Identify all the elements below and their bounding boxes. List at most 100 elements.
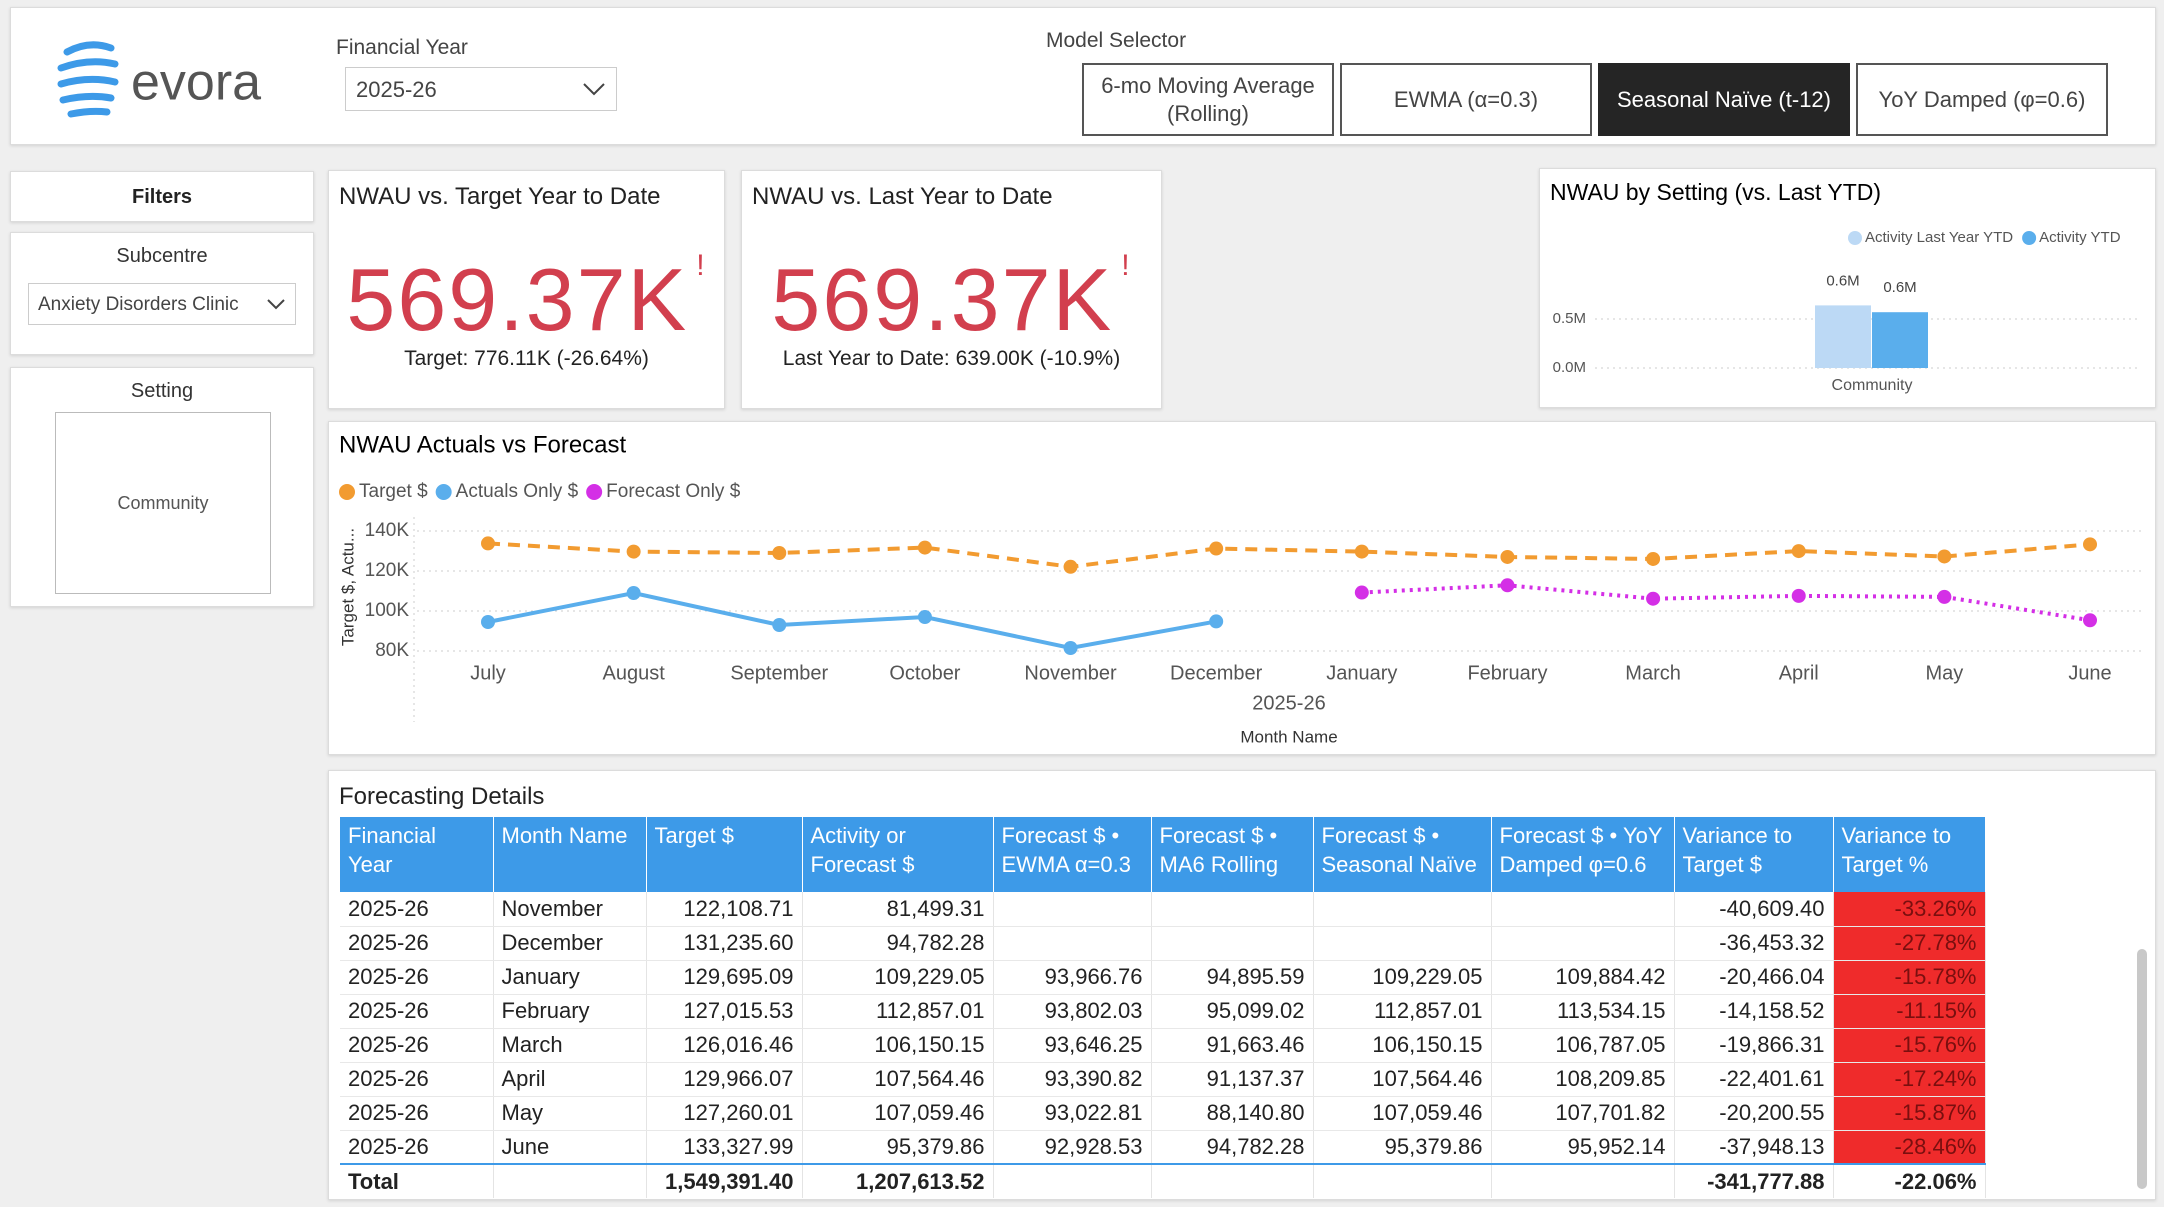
table-cell: -22,401.61 (1674, 1062, 1834, 1097)
table-cell: 107,564.46 (802, 1062, 994, 1097)
model-button[interactable]: YoY Damped (φ=0.6) (1856, 63, 2108, 136)
table-cell: 127,015.53 (646, 994, 803, 1029)
data-point (772, 546, 787, 560)
table-cell: 127,260.01 (646, 1096, 803, 1131)
empty-cell (1313, 892, 1492, 927)
table-cell: 2025-26 (340, 1130, 494, 1165)
column-header: Forecast $ • YoY Damped φ=0.6 (1491, 817, 1675, 892)
data-point (1646, 551, 1661, 566)
table-cell: -14,158.52 (1674, 994, 1834, 1029)
scrollbar[interactable] (2137, 949, 2147, 1189)
table-cell: 107,564.46 (1313, 1062, 1492, 1097)
x-tick-label: July (470, 662, 506, 684)
subcentre-dropdown[interactable]: Anxiety Disorders Clinic (28, 283, 296, 325)
table-cell: November (493, 892, 647, 927)
chevron (583, 83, 605, 96)
forecast-table: Financial Year Month Name Target $ Activity… (340, 817, 1986, 1198)
table-row: 2025-26 February 127,015.53 112,857.01 93,80… (340, 994, 1986, 1029)
table-cell: 106,150.15 (1313, 1028, 1492, 1063)
data-point (1063, 559, 1078, 574)
table-cell: -11.15% (1833, 994, 1986, 1029)
table-cell: 94,782.28 (1151, 1130, 1314, 1165)
table-cell: -19,866.31 (1674, 1028, 1834, 1063)
line-card: NWAU Actuals vs Forecast Target $ Actuals … (328, 421, 2156, 755)
model-button-label: EWMA (α=0.3) (1393, 86, 1539, 112)
table-row: 2025-26 November 122,108.71 81,499.31 -40,60… (340, 892, 1986, 927)
setting-tile[interactable]: Community (55, 412, 271, 594)
data-point (1209, 541, 1224, 556)
table-cell: 95,379.86 (1313, 1130, 1492, 1165)
table-row: 2025-26 April 129,966.07 107,564.46 93,390.8… (340, 1062, 1986, 1097)
table-cell: 93,390.82 (993, 1062, 1152, 1097)
table-row: 2025-26 December 131,235.60 94,782.28 -36,45… (340, 926, 1986, 961)
x-tick-label: May (1925, 662, 1963, 684)
legend-label: Activity YTD (2039, 229, 2121, 246)
legend-label: Forecast Only $ (606, 481, 741, 502)
data-point (2083, 537, 2097, 552)
data-point (1937, 589, 1952, 604)
empty-cell (1491, 926, 1675, 961)
legend-swatch (435, 484, 452, 500)
table-cell: 109,229.05 (1313, 960, 1492, 995)
table-cell: 107,059.46 (1313, 1096, 1492, 1131)
series-line (487, 541, 2091, 569)
table-cell: May (493, 1096, 647, 1131)
x-tick-label: December (1170, 662, 1263, 684)
kpi-note: Target: 776.11K (-26.64%) (404, 347, 649, 370)
table-cell: 106,787.05 (1491, 1028, 1675, 1063)
table-cell: June (493, 1130, 647, 1165)
table-cell: 93,022.81 (993, 1096, 1152, 1131)
table-cell: 2025-26 (340, 926, 494, 961)
y-tick-label: 120K (365, 560, 410, 581)
table-cell: December (493, 926, 647, 961)
y-tick-label: 0.0M (1553, 359, 1586, 376)
kpi-title: NWAU vs. Last Year to Date (752, 183, 1053, 210)
data-point (1791, 588, 1806, 603)
model-button[interactable]: EWMA (α=0.3) (1340, 63, 1592, 136)
table-head: Financial Year Month Name Target $ Activity… (340, 817, 1986, 892)
table-cell: 95,952.14 (1491, 1130, 1675, 1165)
column-header: Month Name (493, 817, 647, 892)
total-row: Total 1,549,391.40 1,207,613.52 -341,777.88… (340, 1163, 1986, 1198)
model-label: Model Selector (1046, 29, 1187, 52)
data-point (1937, 549, 1952, 564)
x-tick-label: September (730, 662, 828, 684)
setting-label: Setting (130, 380, 194, 402)
table-cell: -20,466.04 (1674, 960, 1834, 995)
legend-swatch (339, 484, 355, 500)
empty-cell (1151, 1163, 1314, 1198)
kpi-card: NWAU vs. Target Year to Date 569.37K! Targ… (328, 170, 725, 409)
model-button[interactable]: Seasonal Naïve (t-12) (1598, 63, 1850, 136)
table-cell: 109,884.42 (1491, 960, 1675, 995)
year-dropdown[interactable]: 2025-26 (345, 67, 617, 111)
table-cell: 133,327.99 (646, 1130, 803, 1165)
x-tick-label: November (1024, 662, 1117, 684)
data-point (481, 536, 495, 551)
table-cell: -36,453.32 (1674, 926, 1834, 961)
table-cell: March (493, 1028, 647, 1063)
table-cell: 93,966.76 (993, 960, 1152, 995)
logo-text: evora (131, 54, 261, 112)
model-button[interactable]: 6-mo Moving Average (Rolling) (1082, 63, 1334, 136)
data-point (1354, 544, 1369, 559)
empty-cell (493, 1163, 647, 1198)
table-cell: January (493, 960, 647, 995)
series-line (487, 590, 1217, 651)
column-header: Financial Year (340, 817, 494, 892)
logo: evora (57, 41, 261, 118)
legend-label: Actuals Only $ (456, 481, 579, 502)
table-cell: 93,802.03 (993, 994, 1152, 1029)
table-cell: -28.46% (1833, 1130, 1986, 1165)
subcentre-value: Anxiety Disorders Clinic (38, 294, 239, 315)
table-cell: 1,207,613.52 (802, 1163, 994, 1198)
table-cell: 126,016.46 (646, 1028, 803, 1063)
year-value: 2025-26 (356, 77, 437, 102)
table-cell: 93,646.25 (993, 1028, 1152, 1063)
data-point (1646, 591, 1661, 606)
table-cell: 2025-26 (340, 1062, 494, 1097)
data-point (481, 615, 495, 629)
table-cell: 2025-26 (340, 1096, 494, 1131)
table-cell: April (493, 1062, 647, 1097)
x-tick-label: March (1625, 662, 1681, 684)
y-tick-label: 80K (375, 640, 409, 661)
